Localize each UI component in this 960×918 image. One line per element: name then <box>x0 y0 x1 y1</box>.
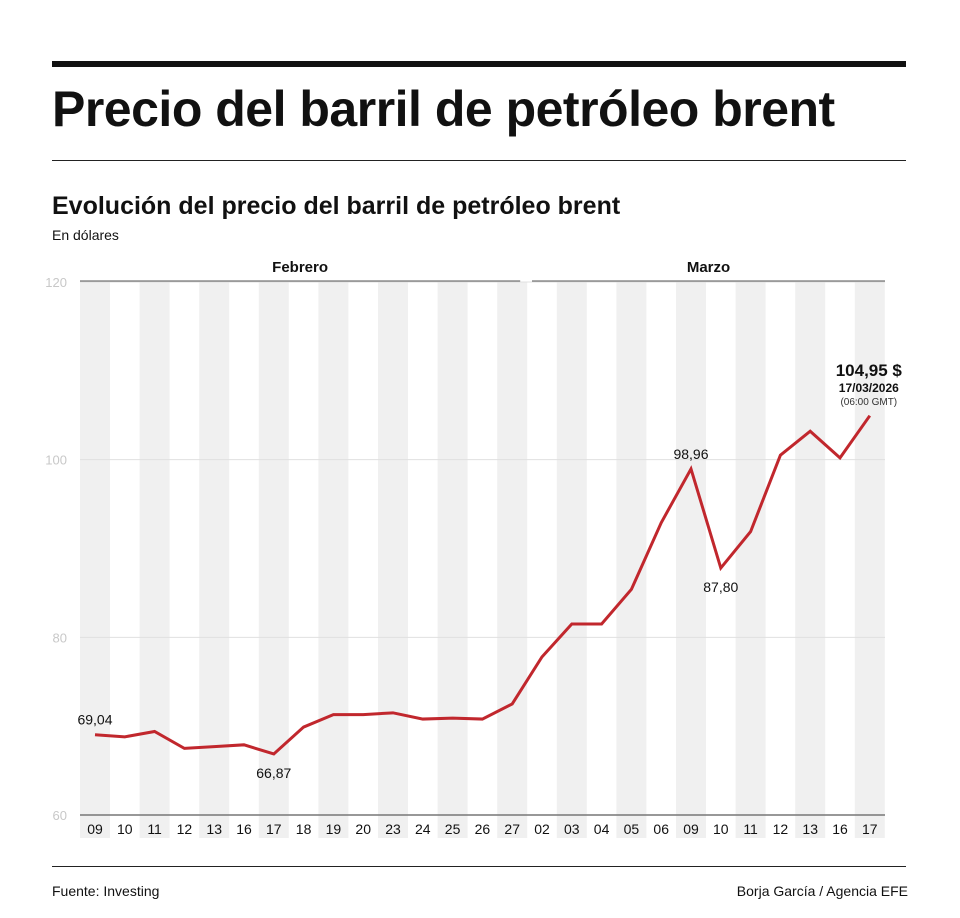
x-tick-label: 19 <box>326 821 342 837</box>
source-note: Fuente: Investing <box>52 883 160 899</box>
x-tick-label: 23 <box>385 821 401 837</box>
x-tick-label: 13 <box>802 821 818 837</box>
x-tick-label: 26 <box>475 821 491 837</box>
y-tick-label: 60 <box>53 808 67 823</box>
x-tick-label: 13 <box>206 821 222 837</box>
column-band <box>795 282 826 838</box>
last-time-label: (06:00 GMT) <box>840 397 897 408</box>
top-rule <box>52 61 906 67</box>
x-tick-label: 11 <box>743 821 758 837</box>
data-label: 87,80 <box>703 579 738 595</box>
data-label: 66,87 <box>256 765 291 781</box>
y-tick-label: 100 <box>45 453 67 468</box>
x-tick-label: 05 <box>624 821 640 837</box>
column-band <box>676 282 706 838</box>
x-tick-label: 10 <box>117 821 133 837</box>
column-band <box>735 282 766 838</box>
column-band <box>556 282 587 838</box>
x-tick-label: 16 <box>832 821 848 837</box>
x-tick-label: 04 <box>594 821 610 837</box>
x-tick-label: 17 <box>266 821 282 837</box>
footer-divider <box>52 866 906 867</box>
column-band <box>318 282 349 838</box>
x-tick-label: 09 <box>683 821 699 837</box>
last-date-label: 17/03/2026 <box>839 381 899 395</box>
last-value-label: 104,95 $ <box>836 361 903 380</box>
column-band <box>80 282 110 838</box>
x-tick-label: 03 <box>564 821 580 837</box>
x-tick-label: 02 <box>534 821 550 837</box>
x-tick-label: 09 <box>87 821 103 837</box>
column-band <box>139 282 170 838</box>
x-tick-label: 25 <box>445 821 461 837</box>
data-label: 69,04 <box>77 712 112 728</box>
column-band <box>437 282 468 838</box>
column-band <box>378 282 408 838</box>
column-band <box>199 282 230 838</box>
chart-title: Evolución del precio del barril de petró… <box>52 192 621 220</box>
x-tick-label: 06 <box>653 821 669 837</box>
page-title: Precio del barril de petróleo brent <box>52 81 835 137</box>
x-tick-label: 17 <box>862 821 878 837</box>
title-divider <box>52 160 906 161</box>
x-tick-label: 11 <box>147 821 162 837</box>
x-tick-label: 24 <box>415 821 431 837</box>
x-tick-label: 20 <box>355 821 371 837</box>
x-tick-label: 27 <box>504 821 520 837</box>
x-tick-label: 12 <box>773 821 789 837</box>
x-tick-label: 18 <box>296 821 312 837</box>
x-tick-label: 10 <box>713 821 729 837</box>
month-group-label: Marzo <box>687 259 730 276</box>
x-tick-label: 16 <box>236 821 252 837</box>
y-tick-label: 120 <box>45 275 67 290</box>
column-band <box>497 282 528 838</box>
y-tick-label: 80 <box>53 630 67 645</box>
column-band <box>854 282 885 838</box>
month-group-label: Febrero <box>272 259 328 276</box>
chart-units: En dólares <box>52 227 119 243</box>
x-tick-label: 12 <box>177 821 193 837</box>
data-label: 98,96 <box>673 446 708 462</box>
column-band <box>616 282 647 838</box>
credit-note: Borja García / Agencia EFE <box>736 883 908 899</box>
